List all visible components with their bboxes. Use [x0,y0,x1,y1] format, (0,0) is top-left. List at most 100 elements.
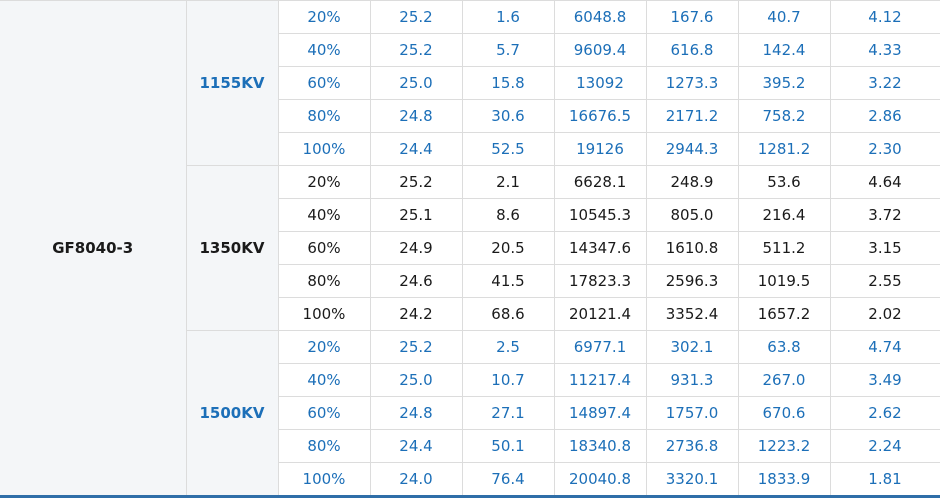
value-cell: 53.6 [737,165,831,199]
value-cell: 14347.6 [553,231,647,265]
value-cell: 16676.5 [553,99,647,133]
value-cell: 1657.2 [737,297,831,331]
value-cell: 1.6 [461,0,555,34]
table-row: 60% 24.8 27.1 14897.4 1757.0 670.6 2.62 [0,396,940,430]
table-row: 1500KV 20% 25.2 2.5 6977.1 302.1 63.8 4.74 [0,330,940,496]
value-cell: 511.2 [737,231,831,265]
value-cell: 5.7 [461,33,555,67]
value-cell: 24.0 [369,462,463,496]
table-row: 100% 24.4 52.5 19126 2944.3 1281.2 2.30 [0,132,940,166]
throttle-cell: 40% [277,363,371,397]
throttle-cell: 100% [277,462,371,496]
value-cell: 2.02 [829,297,940,331]
value-cell: 30.6 [461,99,555,133]
value-cell: 20.5 [461,231,555,265]
throttle-cell: 80% [277,429,371,463]
value-cell: 4.12 [829,0,940,34]
throttle-cell: 20% [277,165,371,199]
value-cell: 9609.4 [553,33,647,67]
value-cell: 670.6 [737,396,831,430]
throttle-cell: 20% [277,330,371,364]
value-cell: 24.4 [369,132,463,166]
value-cell: 52.5 [461,132,555,166]
value-cell: 805.0 [645,198,739,232]
throttle-cell: 100% [277,132,371,166]
table-row: 60% 25.0 15.8 13092 1273.3 395.2 3.22 [0,66,940,100]
table-row: 40% 25.1 8.6 10545.3 805.0 216.4 3.72 [0,198,940,232]
bottom-border-bar [0,495,940,498]
value-cell: 13092 [553,66,647,100]
throttle-cell: 20% [277,0,371,34]
value-cell: 15.8 [461,66,555,100]
value-cell: 10545.3 [553,198,647,232]
value-cell: 24.4 [369,429,463,463]
value-cell: 1281.2 [737,132,831,166]
throttle-cell: 60% [277,396,371,430]
value-cell: 20121.4 [553,297,647,331]
value-cell: 6977.1 [553,330,647,364]
value-cell: 17823.3 [553,264,647,298]
throttle-cell: 60% [277,66,371,100]
value-cell: 20040.8 [553,462,647,496]
value-cell: 2.62 [829,396,940,430]
kv-rating-cell: 1500KV [185,330,279,496]
value-cell: 25.0 [369,66,463,100]
value-cell: 25.2 [369,33,463,67]
value-cell: 3.49 [829,363,940,397]
value-cell: 395.2 [737,66,831,100]
value-cell: 1273.3 [645,66,739,100]
value-cell: 4.74 [829,330,940,364]
throttle-cell: 80% [277,264,371,298]
value-cell: 24.8 [369,396,463,430]
value-cell: 24.2 [369,297,463,331]
value-cell: 6628.1 [553,165,647,199]
value-cell: 167.6 [645,0,739,34]
value-cell: 142.4 [737,33,831,67]
value-cell: 1833.9 [737,462,831,496]
value-cell: 24.6 [369,264,463,298]
value-cell: 18340.8 [553,429,647,463]
value-cell: 41.5 [461,264,555,298]
value-cell: 24.9 [369,231,463,265]
value-cell: 1019.5 [737,264,831,298]
value-cell: 63.8 [737,330,831,364]
throttle-cell: 40% [277,198,371,232]
value-cell: 3.22 [829,66,940,100]
model-name-cell: GF8040-3 [0,0,187,496]
table-row: 40% 25.0 10.7 11217.4 931.3 267.0 3.49 [0,363,940,397]
value-cell: 25.2 [369,165,463,199]
value-cell: 4.33 [829,33,940,67]
value-cell: 248.9 [645,165,739,199]
value-cell: 1223.2 [737,429,831,463]
value-cell: 14897.4 [553,396,647,430]
value-cell: 3320.1 [645,462,739,496]
value-cell: 2.24 [829,429,940,463]
value-cell: 3352.4 [645,297,739,331]
kv-rating-cell: 1350KV [185,165,279,331]
value-cell: 50.1 [461,429,555,463]
value-cell: 25.0 [369,363,463,397]
value-cell: 4.64 [829,165,940,199]
value-cell: 27.1 [461,396,555,430]
value-cell: 10.7 [461,363,555,397]
throttle-cell: 100% [277,297,371,331]
value-cell: 2.1 [461,165,555,199]
throttle-cell: 40% [277,33,371,67]
value-cell: 931.3 [645,363,739,397]
table-row: 80% 24.6 41.5 17823.3 2596.3 1019.5 2.55 [0,264,940,298]
table-row: 80% 24.8 30.6 16676.5 2171.2 758.2 2.86 [0,99,940,133]
value-cell: 76.4 [461,462,555,496]
value-cell: 2.5 [461,330,555,364]
value-cell: 267.0 [737,363,831,397]
value-cell: 2171.2 [645,99,739,133]
value-cell: 25.1 [369,198,463,232]
value-cell: 8.6 [461,198,555,232]
value-cell: 616.8 [645,33,739,67]
value-cell: 3.15 [829,231,940,265]
value-cell: 758.2 [737,99,831,133]
value-cell: 2736.8 [645,429,739,463]
value-cell: 302.1 [645,330,739,364]
value-cell: 2.30 [829,132,940,166]
